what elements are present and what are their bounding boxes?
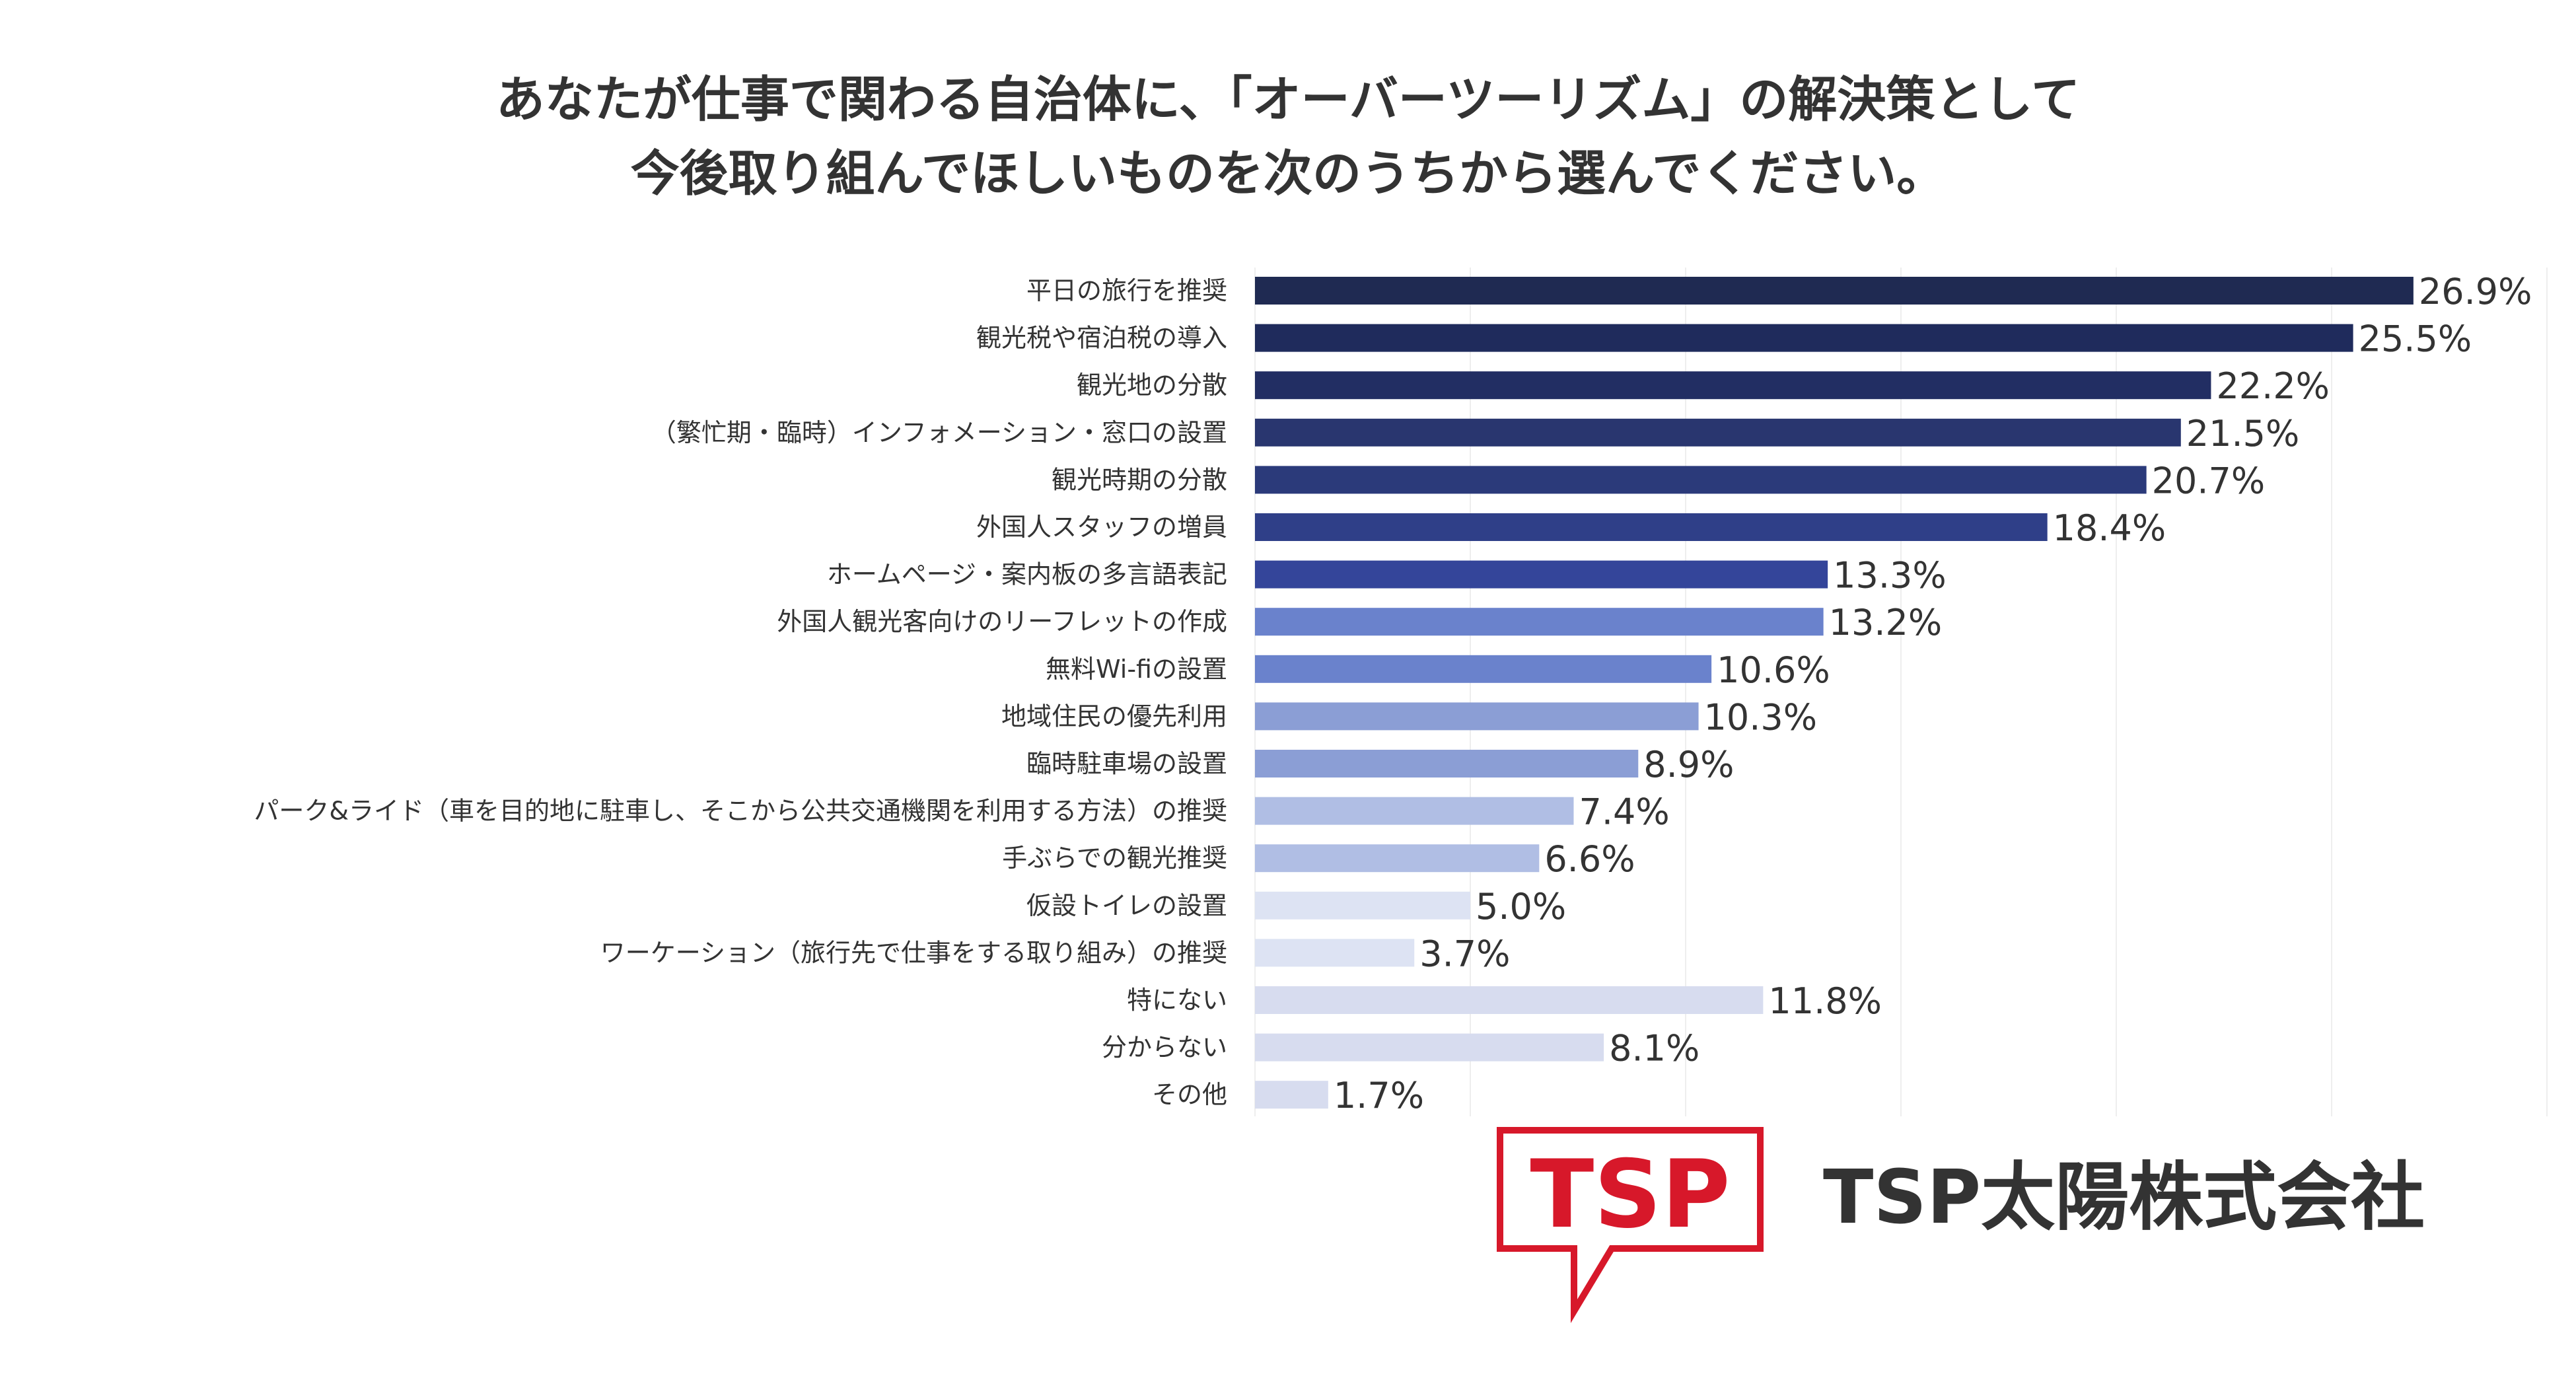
value-label: 18.4%: [2053, 507, 2166, 549]
category-label: 地域住民の優先利用: [1001, 702, 1227, 731]
category-label: 観光税や宿泊税の導入: [976, 324, 1227, 353]
category-label: 外国人スタッフの増員: [976, 513, 1227, 542]
value-label: 10.3%: [1704, 696, 1818, 738]
value-label: 6.6%: [1544, 838, 1635, 880]
value-label: 21.5%: [2186, 413, 2300, 454]
bar: [1255, 844, 1540, 873]
category-label: その他: [1152, 1080, 1227, 1109]
value-label: 13.3%: [1833, 555, 1947, 597]
category-label: （繁忙期・臨時）インフォメーション・窓口の設置: [651, 418, 1227, 447]
bar: [1255, 750, 1639, 777]
logo-text: TSP: [1530, 1140, 1730, 1249]
value-label: 5.0%: [1476, 886, 1566, 927]
value-label: 10.6%: [1717, 649, 1830, 691]
value-label: 8.9%: [1643, 744, 1734, 785]
bar-chart: 平日の旅行を推奨 26.9% 観光税や宿泊税の導入 25.5% 観光地の分散 22.2% （…: [254, 268, 2548, 1116]
bar: [1255, 655, 1712, 683]
bar: [1255, 466, 2147, 494]
chart-title-line-1: あなたが仕事で関わる自治体に、「オーバーツーリズム」の解決策として: [495, 71, 2081, 128]
speech-bubble-icon: [1497, 1127, 1764, 1324]
bar: [1255, 324, 2353, 352]
company-name: TSP太陽株式会社: [1823, 1155, 2425, 1241]
bar: [1255, 986, 1764, 1014]
bar: [1255, 418, 2181, 447]
bar: [1255, 608, 1824, 636]
bar: [1255, 513, 2048, 541]
bar: [1255, 560, 1828, 589]
bar: [1255, 702, 1699, 731]
category-label: 手ぶらでの観光推奨: [1002, 844, 1227, 873]
bar: [1255, 371, 2211, 400]
value-label: 7.4%: [1579, 791, 1669, 833]
bar: [1255, 939, 1415, 967]
category-label: ワーケーション（旅行先で仕事をする取り組み）の推奨: [600, 938, 1227, 967]
category-label: ホームページ・案内板の多言語表記: [827, 560, 1227, 589]
value-label: 26.9%: [2419, 271, 2532, 312]
category-label: 特にない: [1127, 986, 1227, 1015]
bar: [1255, 277, 2414, 305]
category-label: 仮設トイレの設置: [1026, 891, 1227, 920]
bar: [1255, 797, 1574, 825]
tsp-logo: TSP: [1497, 1127, 1764, 1324]
bar: [1255, 891, 1470, 920]
category-label: 臨時駐車場の設置: [1026, 749, 1227, 778]
category-label: パーク&ライド（車を目的地に駐車し、そこから公共交通機関を利用する方法）の推奨: [254, 797, 1227, 826]
value-label: 25.5%: [2359, 318, 2472, 360]
value-label: 3.7%: [1419, 933, 1510, 974]
chart-title-line-2: 今後取り組んでほしいものを次のうちから選んでください。: [630, 145, 1946, 202]
category-label: 観光時期の分散: [1052, 465, 1227, 494]
category-label: 分からない: [1102, 1033, 1227, 1062]
value-label: 20.7%: [2152, 460, 2266, 501]
category-label: 平日の旅行を推奨: [1026, 276, 1227, 305]
category-label: 無料Wi-fiの設置: [1046, 655, 1227, 684]
category-label: 外国人観光客向けのリーフレットの作成: [777, 607, 1227, 636]
chart-title: あなたが仕事で関わる自治体に、「オーバーツーリズム」の解決策として 今後取り組ん…: [0, 63, 2576, 211]
value-label: 13.2%: [1829, 602, 1943, 643]
value-label: 8.1%: [1609, 1028, 1699, 1069]
bar: [1255, 1033, 1604, 1062]
value-label: 22.2%: [2216, 365, 2330, 407]
category-label: 観光地の分散: [1077, 371, 1227, 400]
value-label: 1.7%: [1334, 1075, 1424, 1116]
bar: [1255, 1081, 1328, 1109]
value-label: 11.8%: [1768, 980, 1882, 1022]
